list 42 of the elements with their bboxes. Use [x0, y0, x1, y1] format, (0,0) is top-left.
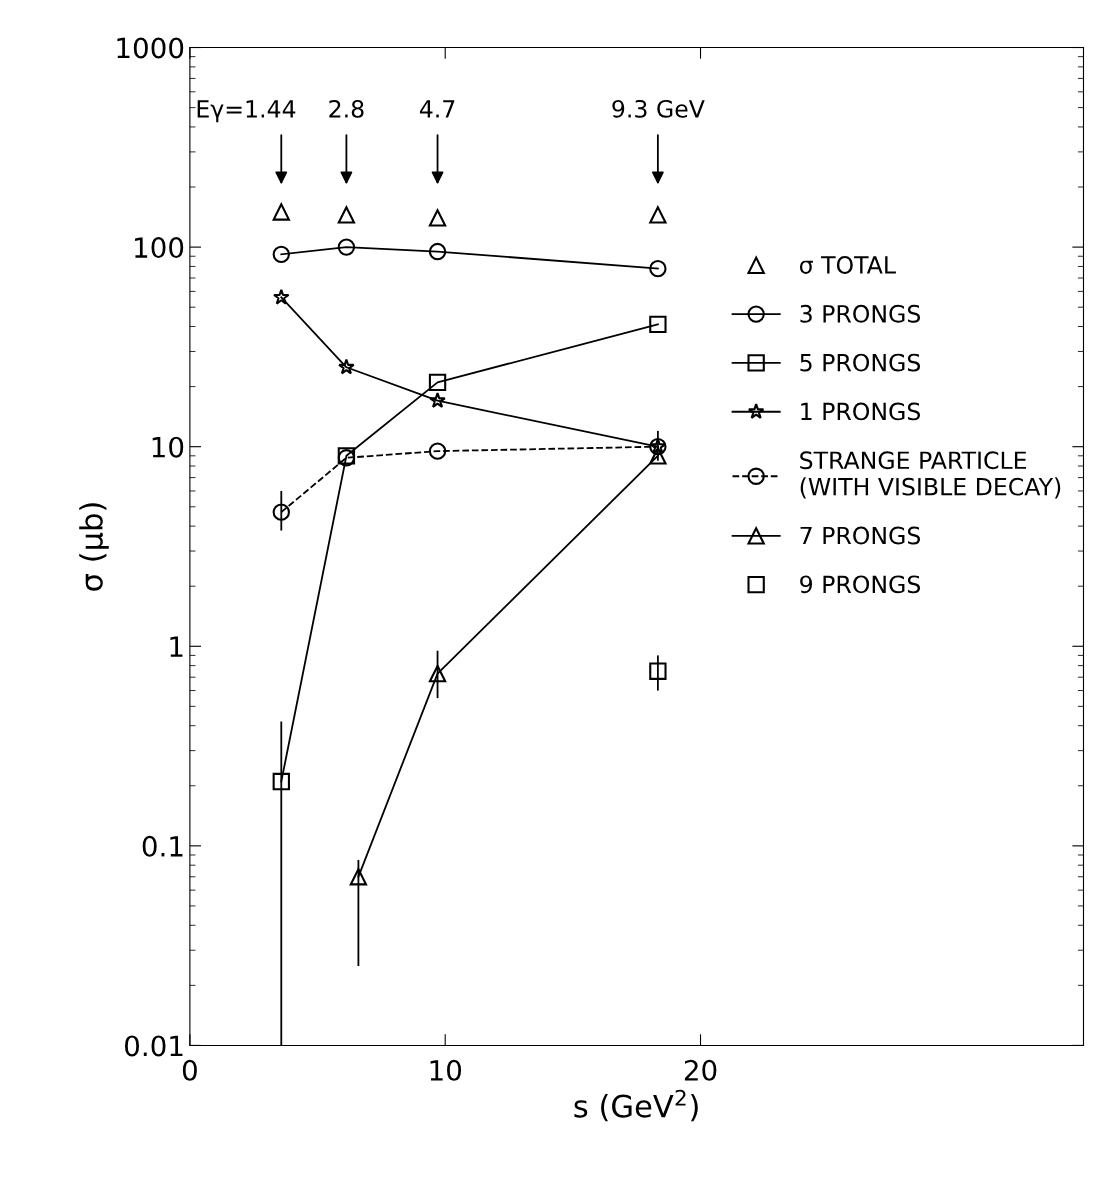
point [272, 245, 290, 264]
y-tick-label: 100 [135, 237, 184, 259]
point [649, 662, 667, 680]
x-tick-label: 10 [430, 1059, 462, 1081]
point [649, 206, 667, 224]
point [429, 392, 446, 408]
y-tick-label: 1 [170, 636, 183, 657]
x-tick-label: 0 [182, 1059, 197, 1081]
point [428, 664, 447, 683]
point [428, 442, 447, 460]
point [428, 373, 447, 392]
annotation: 2.8 [329, 99, 364, 118]
legend-label: 9 PRONGS [800, 575, 921, 594]
y-tick-label: 10 [152, 436, 184, 458]
point [349, 868, 368, 886]
legend-label: σ TOTAL [799, 256, 896, 274]
y-tick-label: 0.1 [142, 835, 183, 857]
annotation: 9.3 GeV [612, 99, 705, 118]
point [337, 238, 356, 256]
point [272, 203, 290, 221]
y-tick-label: 0.01 [125, 1035, 183, 1057]
legend-label: 7 PRONGS [800, 526, 921, 545]
x-tick-label: 20 [684, 1059, 717, 1081]
point [272, 772, 290, 791]
point [649, 259, 667, 278]
annotation: Eγ=1.44 [197, 100, 296, 123]
legend-label: 3 PRONGS [800, 304, 921, 323]
point [272, 503, 290, 521]
point [428, 242, 447, 261]
point [337, 206, 356, 224]
point [428, 209, 447, 227]
point [272, 288, 290, 305]
y-axis-title: σ (μb) [79, 503, 109, 591]
point [338, 358, 355, 375]
y-tick-label: 1000 [117, 37, 184, 59]
point [649, 447, 667, 465]
point [649, 315, 667, 334]
legend-label: STRANGE PARTICLE (WITH VISIBLE DECAY) [800, 451, 1061, 499]
legend-label: 5 PRONGS [800, 353, 921, 372]
x-axis-title: s (GeV$^{2}$) [574, 1089, 698, 1122]
annotation: 4.7 [419, 100, 455, 118]
legend-label: 1 PRONGS [801, 402, 921, 421]
